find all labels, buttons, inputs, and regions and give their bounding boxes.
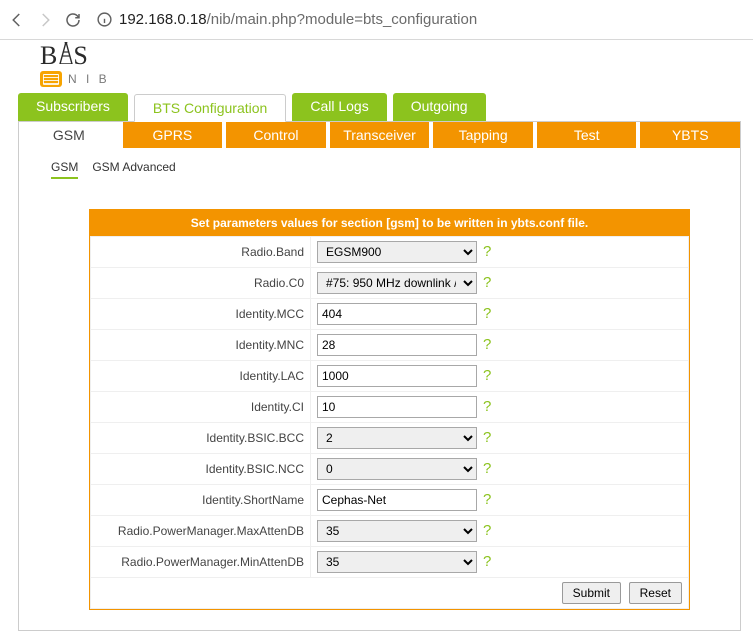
help-icon[interactable]: ? [483, 553, 491, 570]
main-tabs: SubscribersBTS ConfigurationCall LogsOut… [0, 93, 753, 121]
subtab-gsm[interactable]: GSM [19, 122, 123, 148]
select-identity-bsic-ncc[interactable]: 0 [317, 458, 477, 480]
field-cell: 2? [311, 423, 689, 454]
select-radio-c0[interactable]: #75: 950 MHz downlink / 9 [317, 272, 477, 294]
select-identity-bsic-bcc[interactable]: 2 [317, 427, 477, 449]
subsubtab-gsm-advanced[interactable]: GSM Advanced [92, 160, 175, 179]
help-icon[interactable]: ? [483, 429, 491, 446]
sim-chip-icon [40, 71, 62, 87]
tab-call-logs[interactable]: Call Logs [292, 93, 386, 121]
browser-toolbar: 192.168.0.18/nib/main.php?module=bts_con… [0, 0, 753, 40]
help-icon[interactable]: ? [483, 491, 491, 508]
form-row: Radio.BandEGSM900? [91, 237, 689, 268]
help-icon[interactable]: ? [483, 336, 491, 353]
tab-outgoing[interactable]: Outgoing [393, 93, 486, 121]
form-row: Identity.BSIC.NCC0? [91, 454, 689, 485]
select-radio-band[interactable]: EGSM900 [317, 241, 477, 263]
logo-text: BS [40, 42, 110, 69]
help-icon[interactable]: ? [483, 398, 491, 415]
sub-tabs: GSMGPRSControlTransceiverTappingTestYBTS [19, 122, 740, 148]
help-icon[interactable]: ? [483, 274, 491, 291]
help-icon[interactable]: ? [483, 305, 491, 322]
field-label: Identity.BSIC.BCC [91, 423, 311, 454]
form-header: Set parameters values for section [gsm] … [90, 210, 689, 236]
url-text: 192.168.0.18/nib/main.php?module=bts_con… [119, 11, 477, 28]
field-label: Identity.CI [91, 392, 311, 423]
form-row: Identity.MCC? [91, 299, 689, 330]
subtab-control[interactable]: Control [226, 122, 330, 148]
help-icon[interactable]: ? [483, 367, 491, 384]
field-cell: 35? [311, 516, 689, 547]
field-cell: ? [311, 361, 689, 392]
subsubtab-gsm[interactable]: GSM [51, 160, 78, 179]
subtab-gprs[interactable]: GPRS [123, 122, 227, 148]
field-label: Identity.ShortName [91, 485, 311, 516]
field-cell: #75: 950 MHz downlink / 9? [311, 268, 689, 299]
field-label: Identity.MCC [91, 299, 311, 330]
field-label: Radio.Band [91, 237, 311, 268]
select-radio-powermanager-maxattendb[interactable]: 35 [317, 520, 477, 542]
help-icon[interactable]: ? [483, 243, 491, 260]
form-row: Identity.ShortName? [91, 485, 689, 516]
field-label: Identity.LAC [91, 361, 311, 392]
input-identity-lac[interactable] [317, 365, 477, 387]
form-row: Identity.CI? [91, 392, 689, 423]
field-label: Radio.C0 [91, 268, 311, 299]
subtab-tapping[interactable]: Tapping [433, 122, 537, 148]
form-row: Identity.BSIC.BCC2? [91, 423, 689, 454]
logo-block: BS N I B [0, 40, 753, 93]
tab-bts-configuration[interactable]: BTS Configuration [134, 94, 286, 122]
sub-sub-tabs: GSM GSM Advanced [19, 148, 740, 183]
field-cell: ? [311, 330, 689, 361]
subtab-ybts[interactable]: YBTS [640, 122, 740, 148]
input-identity-mcc[interactable] [317, 303, 477, 325]
select-radio-powermanager-minattendb[interactable]: 35 [317, 551, 477, 573]
field-label: Identity.BSIC.NCC [91, 454, 311, 485]
field-label: Identity.MNC [91, 330, 311, 361]
form-row: Radio.PowerManager.MinAttenDB35? [91, 547, 689, 578]
form-row: Identity.MNC? [91, 330, 689, 361]
button-row: Submit Reset [91, 578, 689, 609]
tab-subscribers[interactable]: Subscribers [18, 93, 128, 121]
field-cell: ? [311, 299, 689, 330]
form-box: Set parameters values for section [gsm] … [89, 209, 690, 610]
reset-button[interactable]: Reset [629, 582, 682, 604]
reload-icon[interactable] [64, 11, 82, 29]
field-cell: 0? [311, 454, 689, 485]
submit-button[interactable]: Submit [562, 582, 621, 604]
help-icon[interactable]: ? [483, 460, 491, 477]
site-info-icon[interactable] [96, 11, 113, 28]
form-row: Radio.PowerManager.MaxAttenDB35? [91, 516, 689, 547]
input-identity-shortname[interactable] [317, 489, 477, 511]
subtab-transceiver[interactable]: Transceiver [330, 122, 434, 148]
field-cell: ? [311, 392, 689, 423]
back-icon[interactable] [8, 11, 26, 29]
field-cell: 35? [311, 547, 689, 578]
forward-icon[interactable] [36, 11, 54, 29]
field-cell: EGSM900? [311, 237, 689, 268]
input-identity-mnc[interactable] [317, 334, 477, 356]
input-identity-ci[interactable] [317, 396, 477, 418]
field-label: Radio.PowerManager.MaxAttenDB [91, 516, 311, 547]
field-cell: ? [311, 485, 689, 516]
field-label: Radio.PowerManager.MinAttenDB [91, 547, 311, 578]
logo-sub: N I B [68, 72, 110, 86]
address-bar[interactable]: 192.168.0.18/nib/main.php?module=bts_con… [92, 6, 745, 34]
tab-panel: GSMGPRSControlTransceiverTappingTestYBTS… [18, 121, 741, 631]
form-row: Identity.LAC? [91, 361, 689, 392]
form-table: Radio.BandEGSM900?Radio.C0#75: 950 MHz d… [90, 236, 689, 609]
subtab-test[interactable]: Test [537, 122, 641, 148]
form-row: Radio.C0#75: 950 MHz downlink / 9? [91, 268, 689, 299]
help-icon[interactable]: ? [483, 522, 491, 539]
